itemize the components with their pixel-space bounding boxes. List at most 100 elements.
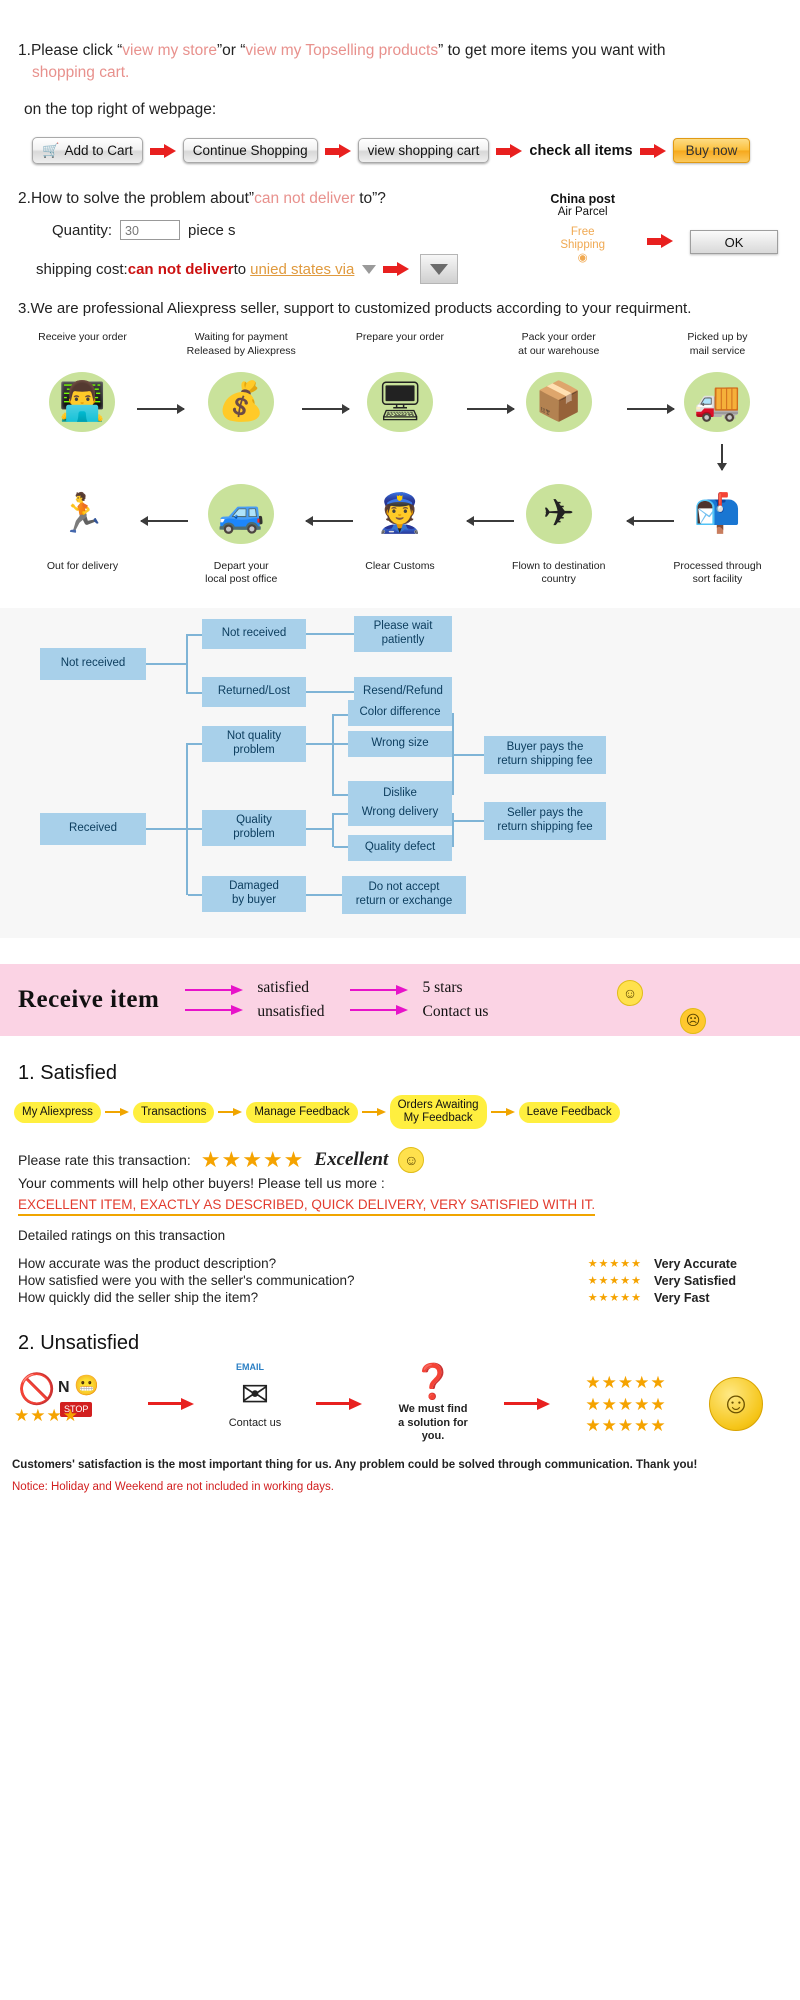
section-3-number: 3.: [18, 300, 31, 318]
yellow-arrow-icon-1: [104, 1107, 129, 1117]
carrier-info: China post Air Parcel Free Shipping ◉: [550, 192, 615, 264]
section-2-question-a: How to solve the problem about”: [30, 190, 255, 208]
check-all-items-label: check all items: [529, 142, 633, 159]
add-to-cart-button[interactable]: 🛒 Add to Cart: [32, 137, 143, 165]
shipping-cost-label: shipping cost:: [36, 260, 128, 278]
quantity-input[interactable]: 30: [120, 220, 181, 241]
magenta-arrow-icon-2: [185, 1004, 244, 1015]
section-2-number: 2.: [18, 190, 31, 208]
shipping-method-dropdown[interactable]: [420, 254, 459, 285]
arrow-right-icon-7: [148, 1398, 194, 1411]
arrow-right-icon-8: [316, 1398, 362, 1411]
unsatisfied-flow: 🚫 N 😬 STOP ★★★★ ✉ EMAIL Contact us ❓ We …: [12, 1362, 788, 1443]
section-1-line-3: on the top right of webpage:: [24, 100, 217, 118]
arrow-right-icon-1: [149, 143, 176, 158]
process-top-icons: 👨‍💻 💰 🖥 📦 🚚: [8, 360, 792, 444]
quantity-label: Quantity:: [52, 221, 113, 239]
receive-item-title: Receive item: [18, 985, 160, 1013]
process-label-depart-post-office: Depart your local post office: [205, 559, 278, 585]
detail-question-1: How accurate was the product description…: [18, 1256, 277, 1272]
running-courier-icon: 🏃: [58, 492, 107, 535]
working-days-notice: Notice: Holiday and Weekend are not incl…: [12, 1481, 334, 1493]
process-label-prepare-order: Prepare your order: [355, 331, 445, 344]
section-2-question: 2.How to solve the problem about”can not…: [18, 190, 782, 208]
satisfied-heading: 1. Satisfied: [18, 1061, 117, 1084]
shipping-destination-select[interactable]: unied states via: [250, 260, 355, 278]
carrier-name: China post: [550, 192, 615, 207]
section-1-shopping-cart: 1.Please click “view my store”or “view m…: [0, 0, 800, 165]
buy-now-button[interactable]: Buy now: [672, 138, 751, 164]
magenta-arrow-icon-3: [350, 984, 409, 995]
desktop-computer-icon: 🖥: [326, 360, 475, 444]
yellow-arrow-icon-2: [218, 1107, 243, 1117]
five-stars-result: 5 stars: [422, 978, 463, 996]
detail-stars-2[interactable]: ★★★★★: [587, 1275, 642, 1288]
detail-rating-3: Very Fast: [654, 1290, 710, 1305]
step-manage-feedback[interactable]: Manage Feedback: [246, 1101, 358, 1123]
low-rating-stars: ★★★★: [14, 1406, 79, 1426]
solution-group: ❓ We must find a solution for you.: [368, 1365, 498, 1443]
unsatisfied-heading: 2. Unsatisfied: [18, 1332, 140, 1355]
step-transactions[interactable]: Transactions: [132, 1101, 215, 1123]
arrow-right-icon-3: [496, 143, 523, 158]
view-shopping-cart-button[interactable]: view shopping cart: [357, 138, 490, 164]
comment-text[interactable]: EXCELLENT ITEM, EXACTLY AS DESCRIBED, QU…: [18, 1197, 596, 1217]
continue-shopping-label: Continue Shopping: [192, 143, 308, 159]
step-orders-awaiting[interactable]: Orders Awaiting My Feedback: [389, 1094, 487, 1130]
money-bag-icon: 💰: [167, 360, 316, 444]
arrow-right-icon-5: [383, 262, 410, 277]
flow-node-please-wait: Please wait patiently: [354, 615, 452, 652]
worker-packing-icon: 📦: [484, 360, 633, 444]
process-label-picked-up: Picked up by mail service: [687, 331, 748, 357]
contact-us-group: ✉ EMAIL Contact us: [200, 1362, 310, 1430]
happy-face-icon: ☺: [617, 979, 643, 1006]
sad-face-icon: ☹: [680, 1007, 706, 1034]
rating-block: Please rate this transaction: ★★★★★ Exce…: [18, 1147, 782, 1306]
view-my-store-link[interactable]: view my store: [122, 42, 217, 59]
view-topselling-link[interactable]: view my Topselling products: [245, 42, 439, 59]
no-label: N: [58, 1379, 70, 1397]
happy-face-icon-rating: ☺: [398, 1147, 425, 1174]
contact-us-result: Contact us: [422, 1002, 489, 1020]
ok-button-label: OK: [724, 234, 744, 250]
cannot-deliver-highlight: can not deliver: [254, 190, 355, 208]
magenta-arrow-icon-4: [350, 1004, 409, 1015]
rate-word: Excellent: [314, 1149, 389, 1171]
process-label-receive-order: Receive your order: [38, 331, 127, 344]
continue-shopping-button[interactable]: Continue Shopping: [182, 138, 318, 164]
section-1-line-2: shopping cart.: [32, 64, 130, 82]
chevron-down-icon-small[interactable]: [362, 264, 377, 274]
detail-stars-1[interactable]: ★★★★★: [587, 1258, 642, 1271]
process-label-clear-customs: Clear Customs: [365, 559, 435, 572]
shipping-to: to: [233, 260, 247, 278]
return-policy-flowchart: Not received Not received Returned/Lost …: [0, 607, 800, 938]
flow-node-seller-pays: Seller pays the return shipping fee: [484, 801, 606, 840]
rate-stars[interactable]: ★★★★★: [200, 1147, 305, 1173]
star-row-2: ★★★★★: [585, 1394, 667, 1414]
magenta-arrow-icon-1: [185, 984, 244, 995]
step-my-aliexpress[interactable]: My Aliexpress: [14, 1101, 101, 1123]
process-label-flown-destination: Flown to destination country: [512, 559, 606, 585]
step-leave-feedback[interactable]: Leave Feedback: [518, 1101, 620, 1123]
shopping-cart-icon: 🛒: [42, 142, 60, 159]
section-1-mid: ”or “: [217, 42, 246, 59]
detail-question-2: How satisfied were you with the seller's…: [18, 1273, 355, 1289]
buy-now-label: Buy now: [685, 143, 738, 159]
satisfaction-footnote: Customers' satisfaction is the most impo…: [12, 1458, 698, 1471]
flow-node-quality-defect: Quality defect: [348, 834, 452, 861]
detail-stars-3[interactable]: ★★★★★: [587, 1292, 642, 1305]
five-star-grid: ★★★★★ ★★★★★ ★★★★★: [556, 1372, 696, 1436]
section-1-line-1: 1.Please click “view my store”or “view m…: [18, 40, 782, 62]
feedback-steps-strip: My Aliexpress Transactions Manage Feedba…: [14, 1094, 786, 1130]
solution-caption: We must find a solution for you.: [398, 1403, 468, 1442]
flow-node-returned-lost: Returned/Lost: [202, 676, 306, 707]
ok-button[interactable]: OK: [690, 230, 778, 255]
view-shopping-cart-label: view shopping cart: [367, 143, 480, 159]
flow-node-quality-problem: Quality problem: [202, 809, 306, 846]
big-happy-face-icon: ☺: [709, 1377, 763, 1432]
process-bottom-labels: Out for delivery Depart your local post o…: [8, 560, 792, 586]
flow-node-not-quality-problem: Not quality problem: [202, 725, 306, 762]
section-3-customization: 3.We are professional Aliexpress seller,…: [0, 284, 800, 317]
question-mark-icon: ❓: [411, 1363, 455, 1402]
satisfied-option: satisfied: [257, 978, 309, 996]
